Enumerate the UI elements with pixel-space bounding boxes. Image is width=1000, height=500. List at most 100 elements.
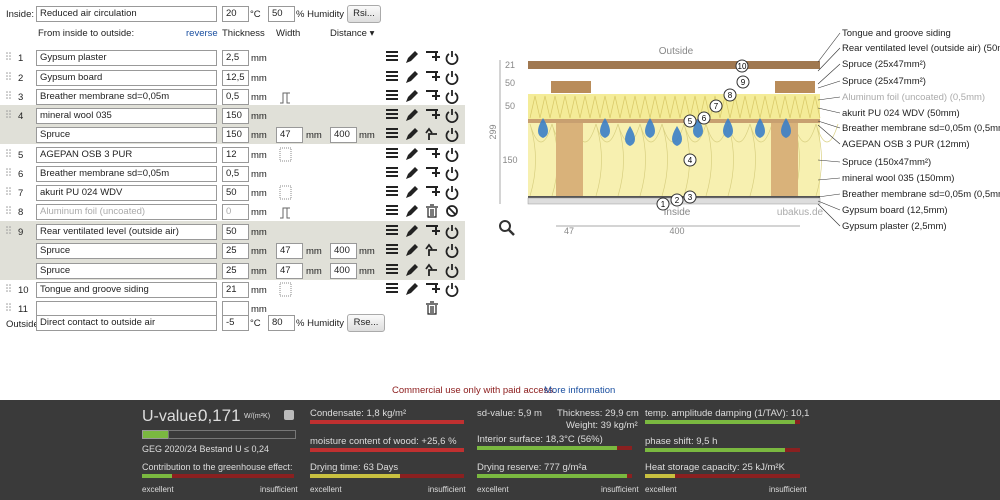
scale-low: excellent [477, 485, 509, 494]
menu-icon [386, 229, 398, 231]
hatch [749, 95, 761, 119]
thickness-input[interactable]: 0,5 [222, 166, 249, 182]
thickness-input[interactable]: 0 [222, 204, 249, 220]
thickness-input[interactable]: 2,5 [222, 50, 249, 66]
more-info-link[interactable]: More information [544, 385, 616, 396]
dimension-label: 50 [505, 78, 515, 88]
moisture-drop [723, 118, 733, 138]
thickness-input[interactable]: 12 [222, 147, 249, 163]
unit: mm [251, 150, 267, 161]
hatch [679, 95, 691, 119]
drag-dot [6, 94, 8, 96]
drag-dot [6, 226, 8, 228]
drag-dot [9, 52, 11, 54]
drag-dot [9, 72, 11, 74]
board-icon [279, 185, 292, 200]
drag-dot [6, 113, 8, 115]
material-select[interactable]: Breather membrane sd=0,05m [36, 89, 217, 105]
hatch [549, 95, 561, 119]
menu-icon [386, 128, 398, 130]
material-select[interactable]: Tongue and groove siding [36, 282, 217, 298]
material-select[interactable]: Rear ventilated level (outside air) [36, 224, 217, 240]
thickness-input[interactable]: 50 [222, 185, 249, 201]
outside-humidity[interactable]: 80 [268, 315, 295, 331]
menu-icon [386, 79, 398, 81]
drag-dot [6, 206, 8, 208]
moisture-drop [645, 118, 655, 138]
thickness-input[interactable]: 150 [222, 108, 249, 124]
drag-dot [6, 75, 8, 77]
drag-dot [6, 290, 8, 292]
material-select[interactable]: AGEPAN OSB 3 PUR [36, 147, 217, 163]
zoom-icon [508, 229, 515, 236]
humidity-input[interactable]: 50 [268, 6, 295, 22]
undo-icon [425, 263, 437, 276]
outside-select[interactable]: Direct contact to outside air [36, 315, 217, 331]
distance-input[interactable]: 400 [330, 263, 357, 279]
inside-select[interactable]: Reduced air circulation [36, 6, 217, 22]
add-icon [426, 51, 438, 53]
material-select[interactable]: Spruce [36, 243, 217, 259]
thickness-input[interactable]: 12,5 [222, 70, 249, 86]
hatch [569, 95, 581, 119]
results-panel: U-value: 0,171 W/(m²K) GEG 2020/24 Bestand … [0, 400, 1000, 500]
material-select[interactable]: Gypsum board [36, 70, 217, 86]
row-number: 1 [18, 53, 24, 64]
reverse-link[interactable]: reverse [186, 28, 218, 39]
add-icon [432, 111, 440, 119]
distance-input[interactable]: 400 [330, 127, 357, 143]
temp-input[interactable]: 20 [222, 6, 249, 22]
moisture-drop [781, 118, 791, 138]
material-select[interactable]: Aluminum foil (uncoated) [36, 204, 217, 220]
material-select[interactable]: akurit PU 024 WDV [36, 185, 217, 201]
width-input[interactable]: 47 [276, 127, 303, 143]
marker [723, 88, 737, 102]
drag-dot [6, 287, 8, 289]
material-select[interactable]: Spruce [36, 127, 217, 143]
thickness-input[interactable]: 0,5 [222, 89, 249, 105]
row-number: 5 [18, 150, 24, 161]
distance-header: Distance ▾ [330, 28, 375, 39]
row-number: 7 [18, 188, 24, 199]
edit-icon [406, 186, 418, 198]
rse-button[interactable]: Rse... [347, 314, 385, 332]
thickness-input[interactable]: 21 [222, 282, 249, 298]
menu-icon [386, 94, 398, 96]
undo-icon [425, 243, 437, 256]
width-input[interactable]: 47 [276, 243, 303, 259]
menu-icon [386, 75, 398, 77]
thickness-input[interactable]: 25 [222, 263, 249, 279]
geg: GEG 2020/24 Bestand U ≤ 0,24 [142, 444, 270, 454]
edit-icon [406, 167, 418, 179]
rating-fill [310, 474, 400, 478]
outside-temp[interactable]: -5 [222, 315, 249, 331]
unit: mm [359, 246, 375, 257]
material-select[interactable]: Gypsum plaster [36, 50, 217, 66]
thickness-input[interactable]: 50 [222, 224, 249, 240]
edit-icon [406, 71, 418, 83]
unit: mm [251, 130, 267, 141]
thickness-input[interactable]: 25 [222, 243, 249, 259]
moisture-drop [755, 118, 765, 138]
marker [709, 99, 723, 113]
width-header: Width [276, 28, 301, 39]
edit-icon [406, 264, 418, 276]
sd: sd-value: 5,9 m [477, 408, 542, 419]
add-icon [432, 150, 440, 158]
thickness-input[interactable]: 150 [222, 127, 249, 143]
unit: mm [251, 53, 267, 64]
drag-dot [9, 168, 11, 170]
distance-input[interactable]: 400 [330, 243, 357, 259]
width-input[interactable]: 47 [276, 263, 303, 279]
power-icon [445, 188, 459, 200]
rsi-button[interactable]: Rsi... [347, 5, 381, 23]
material-select[interactable]: mineral wool 035 [36, 108, 217, 124]
drag-dot [9, 209, 11, 211]
edit-icon [406, 205, 418, 217]
storage: Heat storage capacity: 25 kJ/m²K [645, 462, 785, 473]
edit-icon [406, 244, 418, 256]
material-select[interactable]: Spruce [36, 263, 217, 279]
material-select[interactable]: Breather membrane sd=0,05m [36, 166, 217, 182]
row-number: 4 [18, 111, 24, 122]
legend-label: Gypsum board (12,5mm) [842, 205, 948, 216]
